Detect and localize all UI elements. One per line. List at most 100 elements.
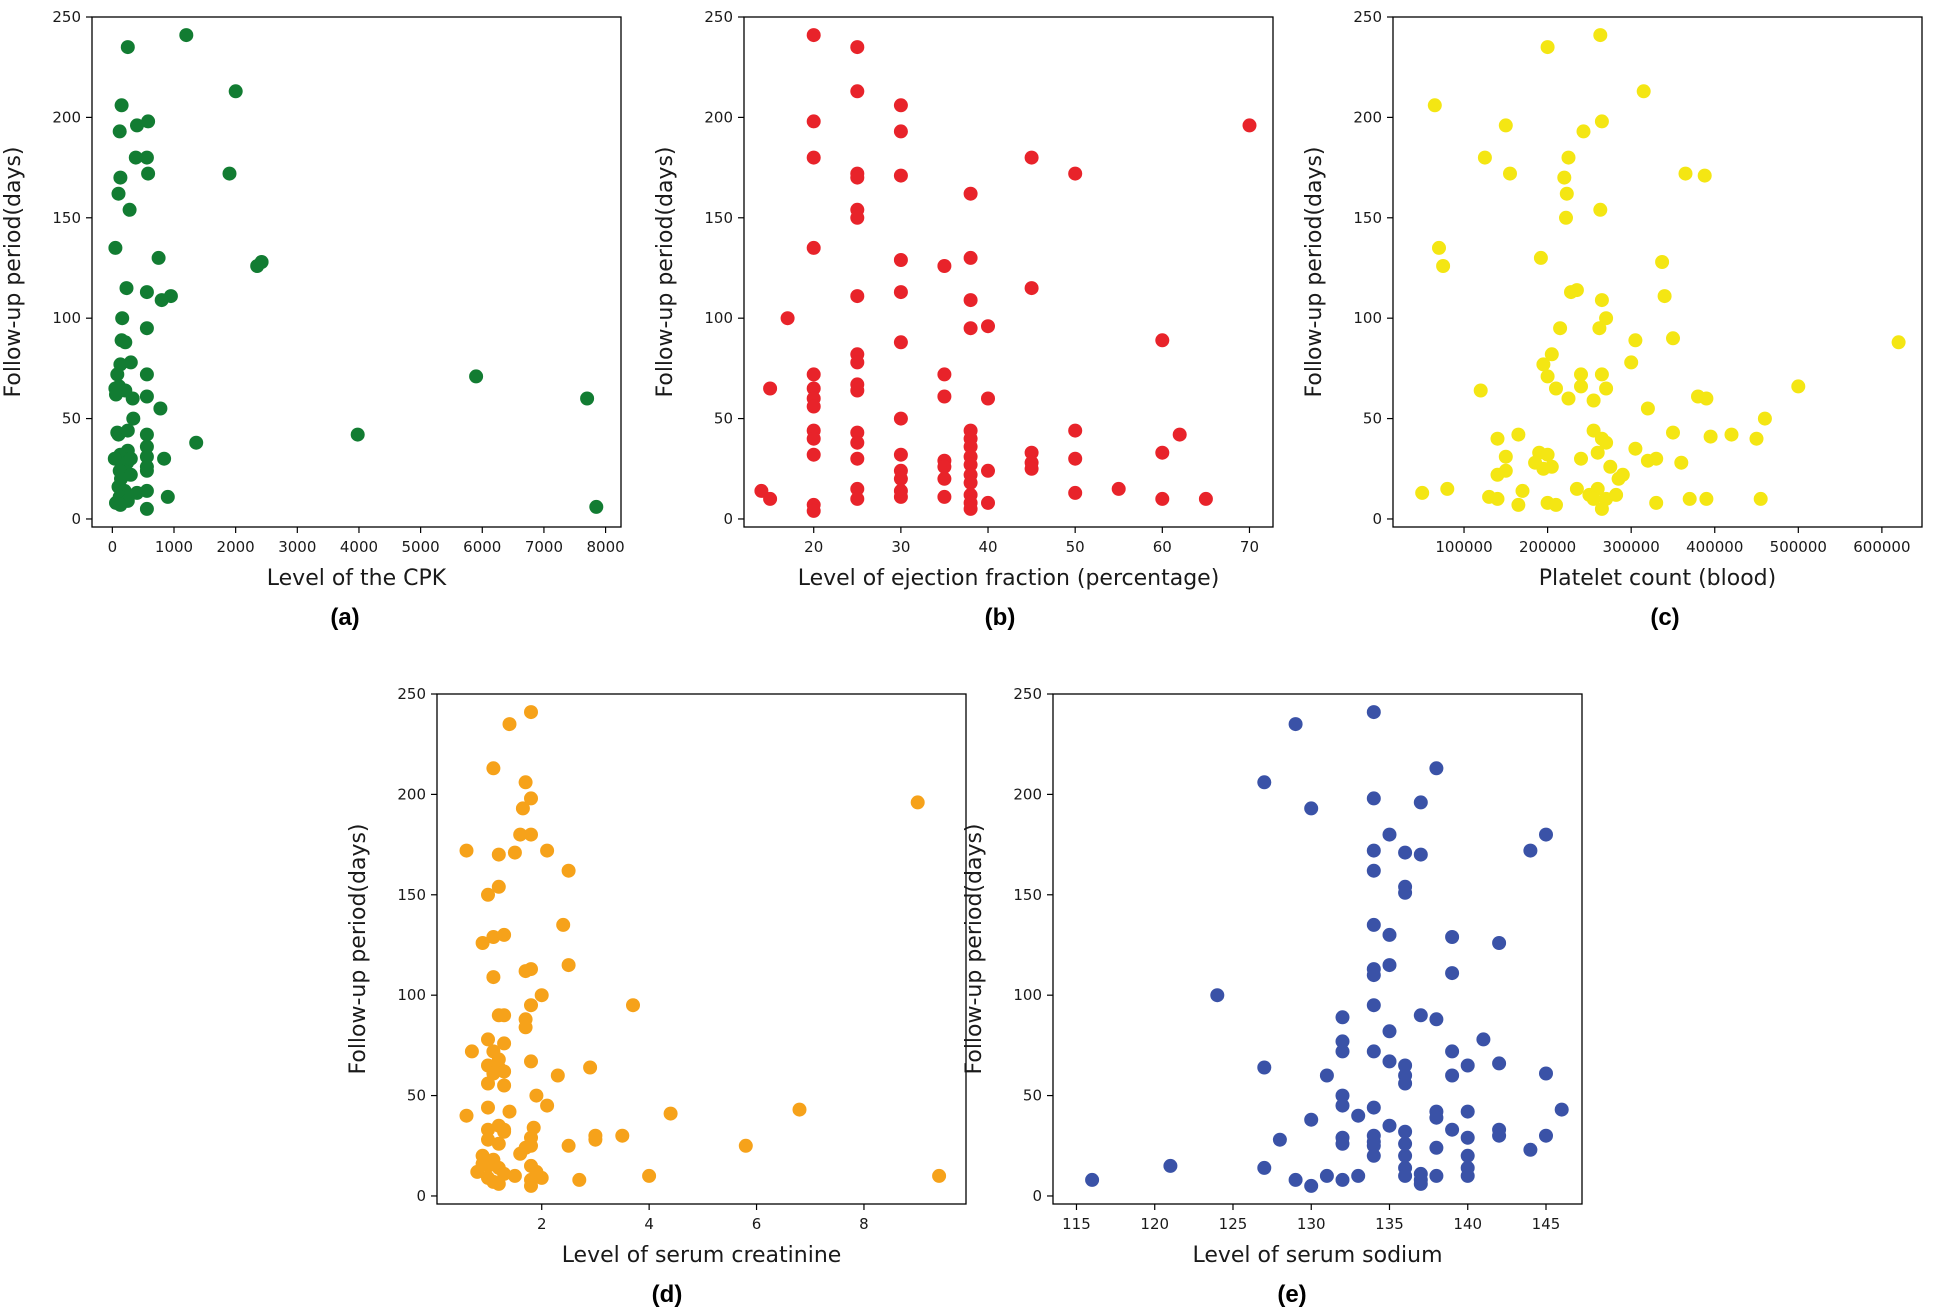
data-point-a-11 (139, 150, 154, 165)
data-point-e-18 (1445, 930, 1460, 944)
panel-label-c: (c) (1650, 604, 1679, 631)
data-point-e-61 (1445, 1122, 1460, 1137)
data-point-e-13 (1366, 863, 1381, 878)
x-tick-label-d-3: 8 (859, 1215, 869, 1233)
data-point-b-51 (806, 447, 821, 462)
data-point-d-6 (910, 795, 925, 810)
data-point-b-38 (806, 399, 821, 414)
x-tick-label-b-2: 40 (978, 538, 997, 556)
data-point-b-44 (850, 425, 865, 440)
data-point-c-60 (1628, 441, 1643, 456)
data-point-a-28 (110, 367, 125, 382)
data-point-e-2 (1429, 761, 1444, 776)
y-tick-label-a-3: 150 (52, 209, 81, 227)
data-point-c-32 (1574, 367, 1588, 382)
data-point-a-5 (130, 118, 144, 133)
data-point-d-7 (513, 827, 528, 842)
data-point-c-61 (1574, 451, 1588, 466)
data-point-c-12 (1697, 168, 1712, 183)
x-tick-label-a-7: 7000 (525, 538, 563, 556)
y-tick-label-c-4: 200 (1353, 108, 1382, 126)
data-point-c-33 (1594, 367, 1609, 382)
data-point-e-56 (1335, 1136, 1350, 1151)
data-point-e-77 (1319, 1168, 1334, 1183)
data-point-b-67 (963, 475, 978, 490)
data-point-a-39 (126, 411, 141, 426)
x-tick-label-e-6: 145 (1532, 1215, 1561, 1233)
data-point-b-8 (1024, 150, 1039, 165)
data-point-d-58 (615, 1128, 630, 1143)
data-point-b-0 (806, 28, 821, 43)
x-tick-label-e-1: 120 (1140, 1215, 1169, 1233)
data-point-e-5 (1304, 801, 1319, 816)
data-point-c-23 (1657, 289, 1672, 304)
data-point-a-67 (589, 499, 604, 514)
data-point-d-84 (475, 1156, 490, 1171)
data-point-c-2 (1636, 84, 1651, 99)
plot-frame-b (743, 16, 1274, 528)
data-point-e-32 (1335, 1044, 1350, 1059)
data-point-c-68 (1603, 459, 1618, 474)
data-point-c-73 (1569, 481, 1584, 496)
data-point-e-68 (1398, 1148, 1413, 1163)
data-point-b-28 (1155, 333, 1170, 348)
data-point-c-74 (1515, 483, 1530, 498)
data-point-e-63 (1492, 1128, 1507, 1143)
x-tick-label-c-5: 600000 (1853, 538, 1910, 556)
data-point-c-7 (1477, 150, 1492, 165)
x-axis-label-d: Level of serum creatinine (562, 1243, 842, 1268)
y-tick-label-a-5: 250 (52, 8, 81, 26)
data-point-c-90 (1586, 491, 1601, 506)
data-point-e-47 (1366, 1100, 1381, 1115)
y-tick-label-d-1: 50 (407, 1087, 426, 1105)
data-point-c-87 (1699, 491, 1714, 506)
x-axis-label-b: Level of ejection fraction (percentage) (798, 566, 1220, 591)
data-point-a-17 (151, 250, 166, 265)
data-point-d-50 (663, 1106, 678, 1121)
data-point-c-44 (1791, 379, 1806, 394)
data-point-c-34 (1540, 369, 1555, 384)
data-point-a-18 (119, 281, 134, 296)
x-tick-label-e-0: 115 (1062, 1215, 1091, 1233)
data-point-e-17 (1382, 927, 1397, 942)
data-point-e-19 (1492, 936, 1507, 950)
data-point-d-45 (529, 1088, 544, 1103)
data-point-d-64 (561, 1138, 576, 1153)
data-point-d-2 (486, 761, 501, 776)
data-point-d-43 (481, 1076, 495, 1091)
data-point-d-73 (572, 1172, 587, 1187)
data-point-a-45 (139, 449, 154, 464)
data-point-b-43 (806, 431, 821, 446)
data-point-b-15 (850, 210, 865, 225)
data-point-e-46 (1335, 1098, 1350, 1113)
data-point-a-30 (469, 369, 484, 384)
data-point-e-4 (1366, 791, 1381, 806)
data-point-c-9 (1503, 166, 1517, 181)
data-point-c-21 (1569, 283, 1584, 298)
data-point-d-74 (642, 1168, 657, 1183)
data-point-c-17 (1436, 259, 1451, 273)
y-tick-label-d-4: 200 (397, 785, 426, 803)
x-tick-label-c-1: 200000 (1519, 538, 1576, 556)
y-axis-label-c: Follow-up period(days) (1302, 146, 1327, 397)
data-point-b-16 (806, 240, 821, 255)
data-point-b-41 (893, 411, 908, 426)
data-point-a-36 (139, 389, 154, 404)
data-point-d-79 (491, 1176, 506, 1191)
data-point-b-23 (963, 293, 978, 308)
data-point-e-20 (1382, 958, 1397, 973)
data-point-b-66 (937, 471, 952, 486)
data-point-b-73 (893, 489, 908, 504)
data-point-e-28 (1429, 1012, 1444, 1027)
data-point-a-4 (112, 124, 127, 139)
data-point-b-57 (1024, 461, 1039, 476)
data-point-e-41 (1319, 1068, 1334, 1083)
data-point-e-3 (1257, 775, 1272, 790)
data-point-b-36 (850, 383, 865, 398)
data-point-d-18 (497, 927, 512, 942)
x-tick-label-b-4: 60 (1153, 538, 1172, 556)
data-point-b-1 (850, 40, 865, 55)
data-point-e-73 (1163, 1158, 1178, 1173)
data-point-e-29 (1476, 1032, 1491, 1047)
data-point-c-45 (1757, 411, 1772, 426)
